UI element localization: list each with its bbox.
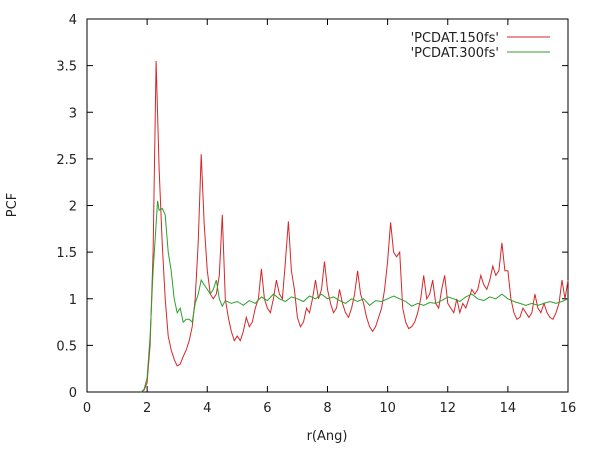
y-tick-label: 4 [69,13,77,28]
y-tick-label: 3 [69,106,77,121]
y-tick-label: 0 [69,386,77,401]
x-tick-label: 10 [379,401,396,416]
y-tick-label: 1.5 [56,246,77,261]
y-tick-label: 1 [69,293,77,308]
plot-frame [86,18,569,393]
y-tick-label: 2 [69,200,77,215]
x-tick-label: 8 [323,401,331,416]
y-tick-label: 3.5 [56,60,77,75]
x-tick-label: 16 [560,401,577,416]
x-tick-label: 12 [439,401,456,416]
y-axis-label: PCF [5,193,20,217]
series-line-0 [140,60,569,393]
legend-label-1: 'PCDAT.300fs' [411,46,499,61]
x-axis-label: r(Ang) [307,429,348,444]
x-tick-label: 0 [83,401,91,416]
y-tick-label: 0.5 [56,339,77,354]
legend-label-0: 'PCDAT.150fs' [411,31,499,46]
x-tick-label: 6 [263,401,271,416]
y-tick-label: 2.5 [56,153,77,168]
x-tick-label: 2 [143,401,151,416]
series-line-1 [140,200,569,393]
x-tick-label: 14 [500,401,517,416]
x-tick-label: 4 [203,401,211,416]
